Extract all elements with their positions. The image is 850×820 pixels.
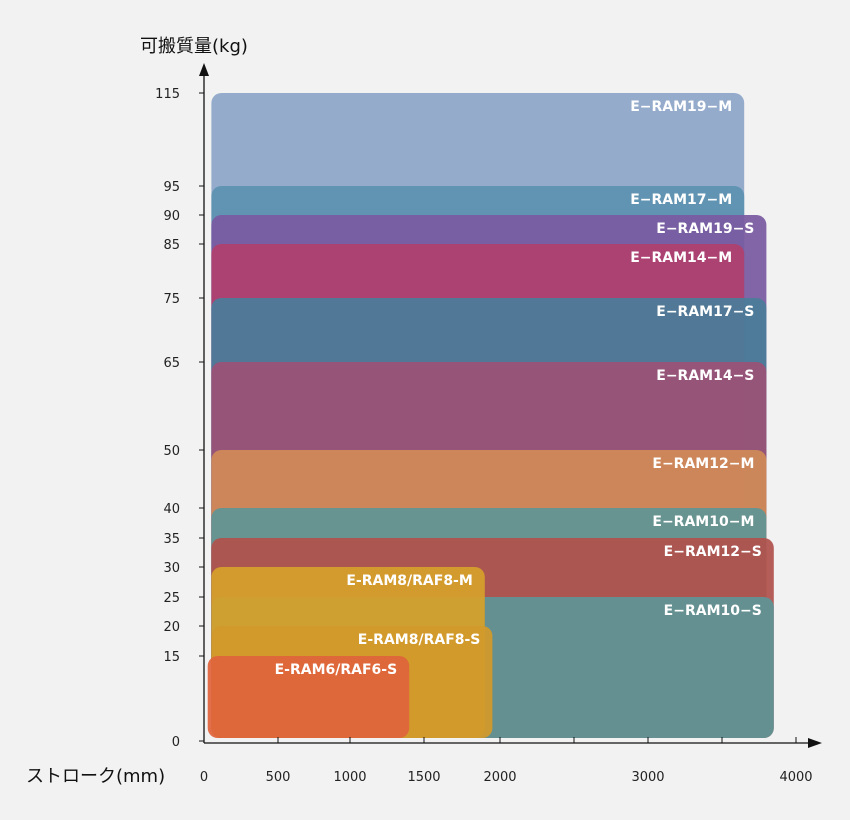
y-tick-label-65: 65 (163, 356, 180, 371)
y-tick-label-35: 35 (163, 532, 180, 547)
capacity-box-label-8: E−RAM12−S (664, 544, 762, 560)
x-tick-label-4000: 4000 (779, 770, 812, 785)
capacity-box-label-3: E−RAM14−M (630, 250, 732, 266)
y-axis-arrow (199, 63, 209, 76)
y-tick-label-30: 30 (163, 561, 180, 576)
x-axis-arrow (808, 738, 822, 748)
y-axis-title: 可搬質量(kg) (140, 36, 248, 57)
y-tick-label-50: 50 (163, 444, 180, 459)
y-tick-label-95: 95 (163, 180, 180, 195)
x-tick-label-1500: 1500 (407, 770, 440, 785)
x-tick-label-1000: 1000 (333, 770, 366, 785)
x-tick-label-500: 500 (266, 770, 291, 785)
capacity-boxes (207, 93, 774, 738)
capacity-box-label-1: E−RAM17−M (630, 192, 732, 208)
capacity-box-label-7: E−RAM10−M (652, 514, 754, 530)
capacity-box-label-10: E-RAM8/RAF8-M (346, 573, 472, 589)
capacity-box-12 (207, 656, 410, 738)
capacity-box-label-9: E−RAM10−S (664, 603, 762, 619)
x-tick-label-0: 0 (200, 770, 208, 785)
x-axis-title: ストローク(mm) (26, 766, 165, 787)
capacity-box-label-12: E-RAM6/RAF6-S (275, 662, 398, 678)
y-tick-label-20: 20 (163, 620, 180, 635)
y-tick-label-15: 15 (163, 650, 180, 665)
y-tick-label-0: 0 (172, 735, 180, 750)
x-tick-label-2000: 2000 (483, 770, 516, 785)
capacity-box-label-4: E−RAM17−S (656, 304, 754, 320)
capacity-box-label-2: E−RAM19−S (656, 221, 754, 237)
capacity-box-label-6: E−RAM12−M (652, 456, 754, 472)
y-tick-label-115: 115 (155, 87, 180, 102)
y-tick-label-85: 85 (163, 238, 180, 253)
x-tick-label-3000: 3000 (631, 770, 664, 785)
axes: 0 500 1000 1500 2000 3000 4000 0 15 20 25 30 35 40 50 6… (26, 36, 822, 787)
capacity-box-label-11: E-RAM8/RAF8-S (358, 632, 481, 648)
y-tick-label-90: 90 (163, 209, 180, 224)
capacity-box-label-0: E−RAM19−M (630, 99, 732, 115)
capacity-labels: E−RAM19−M E−RAM17−M E−RAM19−S E−RAM14−M E−RA… (275, 99, 762, 678)
y-tick-label-75: 75 (163, 292, 180, 307)
y-tick-label-25: 25 (163, 591, 180, 606)
capacity-box-label-5: E−RAM14−S (656, 368, 754, 384)
y-tick-label-40: 40 (163, 502, 180, 517)
